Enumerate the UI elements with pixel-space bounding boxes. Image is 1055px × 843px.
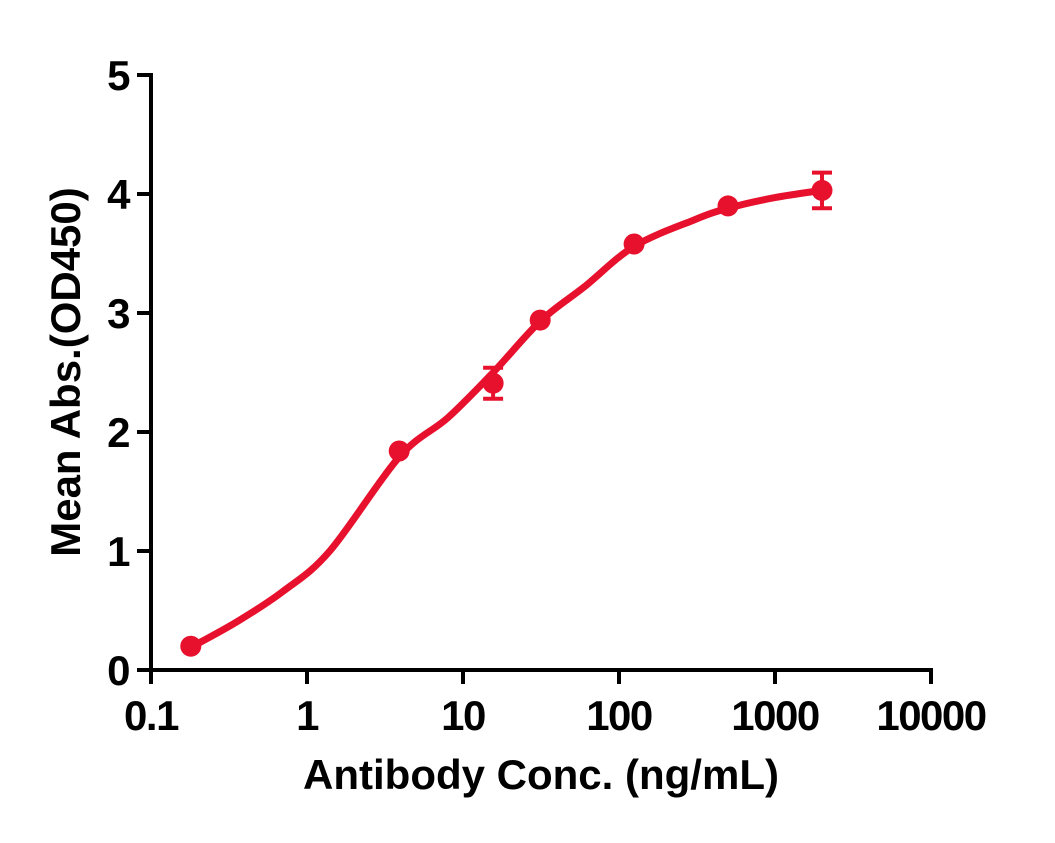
plot-area: 0.1 1 10 100 1000 10000 0 1 2 3 4 5 — [107, 52, 987, 739]
fit-curve — [187, 186, 826, 651]
x-tick-label: 1000 — [731, 692, 819, 739]
y-axis-title: Mean Abs.(OD450) — [42, 187, 89, 557]
data-point — [623, 233, 645, 255]
y-tick-label: 4 — [107, 171, 131, 218]
x-tick-label: 100 — [586, 692, 652, 739]
data-point — [529, 309, 551, 331]
y-tick-label: 3 — [107, 290, 129, 337]
x-tick-label: 10000 — [876, 692, 985, 739]
y-tick-label: 2 — [107, 409, 129, 456]
y-tick-label: 1 — [107, 528, 130, 575]
data-point — [388, 440, 410, 462]
data-point — [482, 372, 504, 394]
y-tick-label: 5 — [107, 52, 130, 99]
data-point — [717, 195, 739, 217]
x-axis-title: Antibody Conc. (ng/mL) — [303, 751, 779, 798]
x-tick-label: 1 — [296, 692, 319, 739]
y-tick-label: 0 — [107, 647, 129, 694]
data-point — [811, 179, 833, 201]
data-point — [180, 635, 202, 657]
x-tick-label: 10 — [441, 692, 485, 739]
x-tick-label: 0.1 — [124, 692, 179, 739]
